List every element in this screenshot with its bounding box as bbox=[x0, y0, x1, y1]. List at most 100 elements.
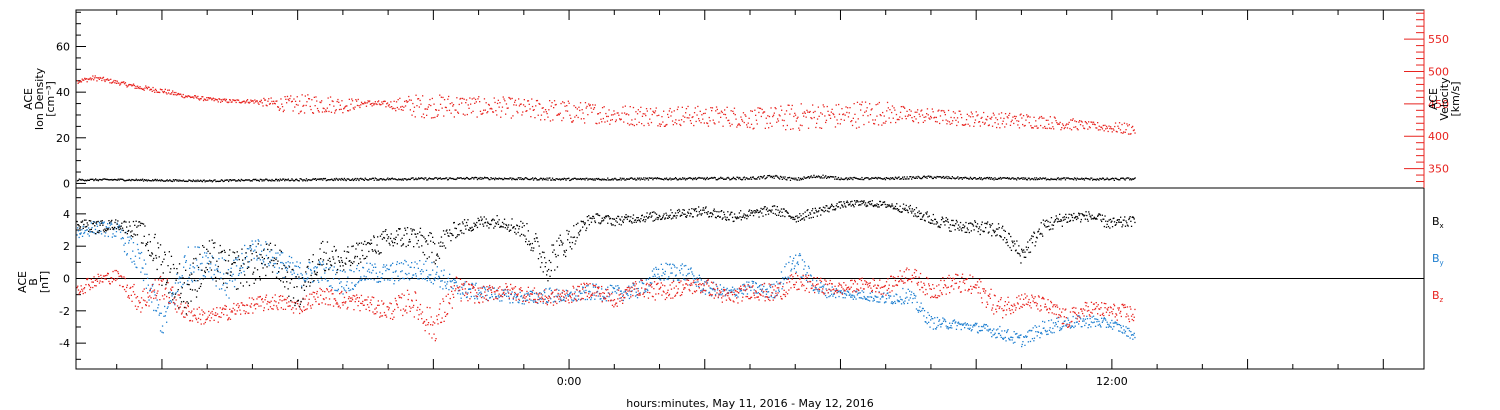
by-series-point bbox=[251, 240, 253, 242]
density-series-point bbox=[152, 179, 154, 181]
by-series-point bbox=[90, 222, 92, 224]
by-series-point bbox=[653, 268, 655, 270]
density-series-point bbox=[122, 178, 124, 181]
velocity-series-point bbox=[804, 112, 806, 114]
by-series-point bbox=[267, 257, 269, 260]
velocity-series-point bbox=[527, 100, 529, 102]
bz-series-point bbox=[326, 288, 328, 290]
velocity-series-point bbox=[644, 113, 646, 115]
density-series-point bbox=[190, 180, 192, 182]
by-series-point bbox=[587, 285, 589, 287]
velocity-series-point bbox=[479, 101, 481, 103]
density-series-point bbox=[1052, 178, 1054, 180]
by-series-point bbox=[250, 245, 252, 247]
by-series-point bbox=[613, 287, 616, 289]
bz-series-point bbox=[583, 282, 585, 284]
bz-series-point bbox=[202, 314, 204, 316]
density-series-point bbox=[169, 179, 171, 181]
by-series-point bbox=[630, 286, 633, 288]
density-series-point bbox=[378, 179, 380, 181]
by-series-point bbox=[1110, 326, 1112, 328]
bz-series-point bbox=[461, 283, 463, 285]
bz-series-point bbox=[492, 287, 494, 289]
by-series-point bbox=[966, 324, 968, 326]
density-series-point bbox=[389, 178, 391, 180]
velocity-series-point bbox=[357, 98, 359, 101]
by-series-point bbox=[945, 325, 947, 327]
by-series-point bbox=[527, 292, 529, 294]
density-series-point bbox=[366, 179, 368, 181]
density-series-point bbox=[78, 178, 80, 180]
density-series-point bbox=[1024, 178, 1026, 180]
by-series-point bbox=[689, 284, 691, 286]
density-series-point bbox=[666, 178, 669, 181]
velocity-series-point bbox=[860, 104, 863, 106]
density-series-point bbox=[86, 179, 89, 181]
bz-series-point bbox=[195, 317, 197, 319]
bz-series-point bbox=[579, 299, 582, 301]
bz-series-point bbox=[90, 286, 92, 289]
velocity-series-point bbox=[145, 86, 148, 89]
by-series-point bbox=[164, 315, 166, 317]
velocity-series-point bbox=[152, 86, 154, 89]
by-series-point bbox=[904, 300, 906, 302]
density-series-point bbox=[924, 176, 926, 179]
density-series-point bbox=[290, 179, 292, 181]
density-series-point bbox=[664, 177, 666, 180]
velocity-series-point bbox=[540, 114, 543, 116]
by-series-point bbox=[713, 288, 715, 290]
velocity-series-point bbox=[531, 105, 534, 108]
velocity-series-point bbox=[836, 119, 838, 121]
bz-series-point bbox=[279, 299, 281, 301]
velocity-series-point bbox=[506, 107, 508, 109]
velocity-series-point bbox=[435, 109, 437, 111]
by-series-point bbox=[294, 276, 297, 278]
by-series-point bbox=[675, 274, 677, 276]
by-series-point bbox=[571, 294, 574, 296]
by-series-point bbox=[398, 262, 401, 265]
velocity-series-point bbox=[435, 109, 438, 111]
bz-series-point bbox=[163, 298, 165, 300]
bz-series-point bbox=[316, 293, 318, 295]
density-series-point bbox=[860, 178, 862, 181]
by-series-point bbox=[77, 227, 79, 229]
by-series-point bbox=[111, 236, 113, 238]
density-series-point bbox=[408, 178, 411, 181]
velocity-series-point bbox=[270, 97, 272, 99]
by-series-point bbox=[746, 281, 748, 283]
velocity-series-point bbox=[1101, 126, 1103, 128]
density-series-point bbox=[154, 178, 156, 181]
velocity-series-point bbox=[599, 112, 601, 114]
velocity-series-point bbox=[496, 114, 498, 116]
velocity-series-point bbox=[218, 98, 220, 100]
density-series-point bbox=[142, 178, 144, 180]
density-series-point bbox=[1043, 177, 1045, 179]
velocity-series-point bbox=[838, 103, 840, 106]
by-series-point bbox=[932, 318, 934, 320]
by-series-point bbox=[947, 326, 949, 328]
bz-series-point bbox=[125, 290, 127, 293]
by-series-point bbox=[1020, 334, 1022, 336]
by-series-point bbox=[1058, 316, 1060, 319]
by-series-point bbox=[795, 271, 797, 273]
velocity-series-point bbox=[1128, 124, 1130, 126]
bz-series-point bbox=[419, 303, 422, 306]
density-series-point bbox=[636, 177, 639, 179]
velocity-series-point bbox=[130, 84, 132, 86]
density-series-point bbox=[551, 177, 554, 179]
velocity-series-point bbox=[575, 114, 578, 117]
by-series-point bbox=[889, 295, 891, 297]
bz-series-point bbox=[85, 284, 87, 286]
by-series-point bbox=[907, 288, 909, 290]
by-series-point bbox=[413, 274, 415, 276]
by-series-point bbox=[581, 292, 583, 294]
velocity-series-point bbox=[311, 99, 313, 101]
velocity-series-point bbox=[783, 119, 785, 122]
by-series-point bbox=[945, 320, 947, 323]
density-series-point bbox=[638, 177, 640, 179]
by-series-point bbox=[687, 273, 689, 275]
density-series-point bbox=[1087, 178, 1089, 180]
velocity-series-point bbox=[646, 110, 648, 112]
velocity-series-point bbox=[257, 102, 259, 104]
